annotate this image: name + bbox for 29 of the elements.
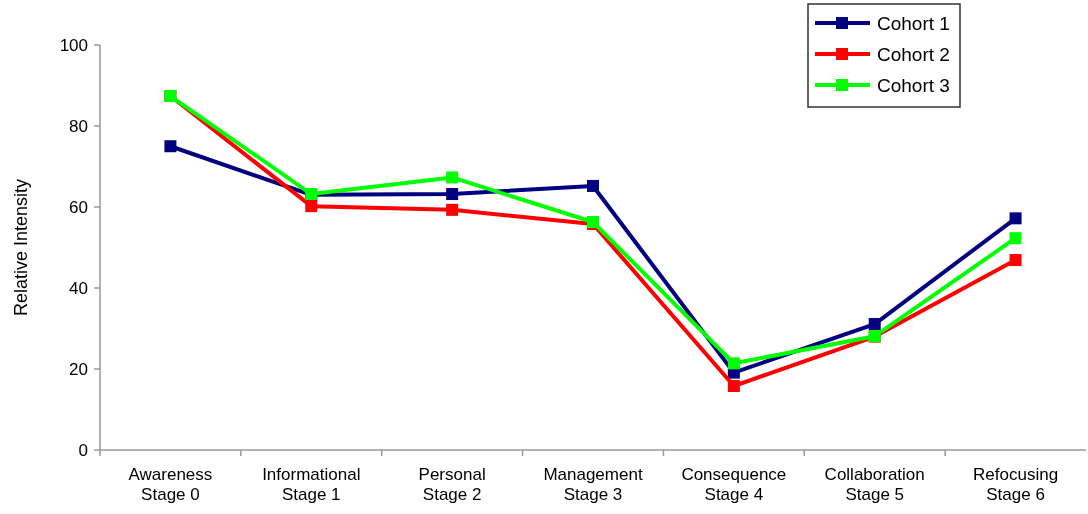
x-tick-label: Consequence Stage 4 [681,465,787,504]
x-tick-label: Personal Stage 2 [418,465,486,504]
point [446,203,459,216]
y-tick-label: 20 [69,359,88,379]
y-tick-label: 40 [69,278,88,298]
point [164,140,177,153]
x-tick-label: Awareness Stage 0 [128,465,213,504]
legend-label: Cohort 3 [877,74,950,96]
point [446,188,459,201]
point [305,200,318,213]
x-tick-label: Management Stage 3 [543,465,643,504]
point [727,357,740,370]
y-tick-label: 100 [59,35,88,55]
y-tick-label: 60 [69,197,88,217]
point [727,380,740,393]
point [1009,232,1022,245]
point [868,318,881,331]
legend-label: Cohort 1 [877,12,950,34]
y-axis-title: Relative Intensity [11,178,31,317]
x-tick-label: Refocusing Stage 6 [973,465,1059,504]
point [1009,254,1022,267]
legend-label: Cohort 2 [877,43,950,65]
point [446,171,459,184]
y-tick-label: 80 [69,116,88,136]
point [1009,212,1022,225]
y-tick-label: 0 [78,440,88,460]
point [587,179,599,192]
x-tick-label: Informational Stage 1 [262,465,361,504]
x-tick-label: Collaboration Stage 5 [824,465,925,504]
